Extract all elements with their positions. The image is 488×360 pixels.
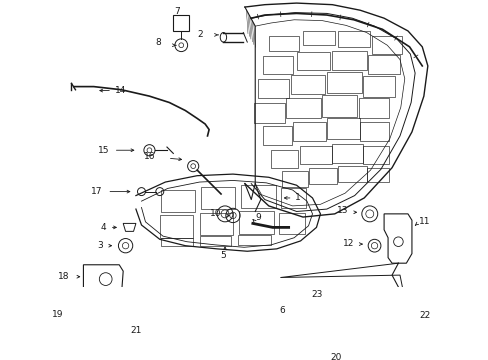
Text: 2: 2 <box>197 30 203 39</box>
Text: 19: 19 <box>52 310 63 319</box>
Text: 21: 21 <box>130 326 141 335</box>
Text: 17: 17 <box>91 187 102 196</box>
Text: 10: 10 <box>210 210 222 219</box>
Text: 12: 12 <box>343 239 354 248</box>
Text: 23: 23 <box>311 291 322 300</box>
Text: 22: 22 <box>418 311 429 320</box>
Text: 13: 13 <box>336 206 347 215</box>
Text: 3: 3 <box>98 241 103 250</box>
Text: 1: 1 <box>294 193 300 202</box>
Text: 9: 9 <box>255 212 261 221</box>
Text: 8: 8 <box>155 39 161 48</box>
Text: 5: 5 <box>220 251 226 260</box>
Text: 14: 14 <box>115 86 126 95</box>
Text: 7: 7 <box>174 6 180 15</box>
Text: 6: 6 <box>279 306 285 315</box>
Text: 20: 20 <box>330 352 342 360</box>
Text: 18: 18 <box>58 272 69 281</box>
Text: 4: 4 <box>100 223 105 232</box>
Text: 11: 11 <box>418 217 430 226</box>
Text: 15: 15 <box>98 146 109 155</box>
Text: 16: 16 <box>143 152 155 161</box>
